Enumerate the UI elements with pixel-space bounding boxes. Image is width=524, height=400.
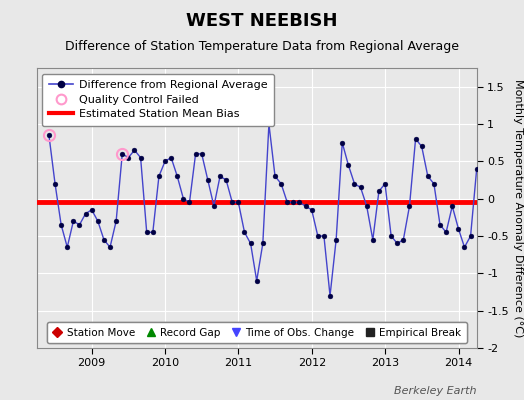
Text: Berkeley Earth: Berkeley Earth — [395, 386, 477, 396]
Text: WEST NEEBISH: WEST NEEBISH — [186, 12, 338, 30]
Legend: Station Move, Record Gap, Time of Obs. Change, Empirical Break: Station Move, Record Gap, Time of Obs. C… — [47, 322, 467, 343]
Y-axis label: Monthly Temperature Anomaly Difference (°C): Monthly Temperature Anomaly Difference (… — [513, 79, 523, 337]
Text: Difference of Station Temperature Data from Regional Average: Difference of Station Temperature Data f… — [65, 40, 459, 53]
